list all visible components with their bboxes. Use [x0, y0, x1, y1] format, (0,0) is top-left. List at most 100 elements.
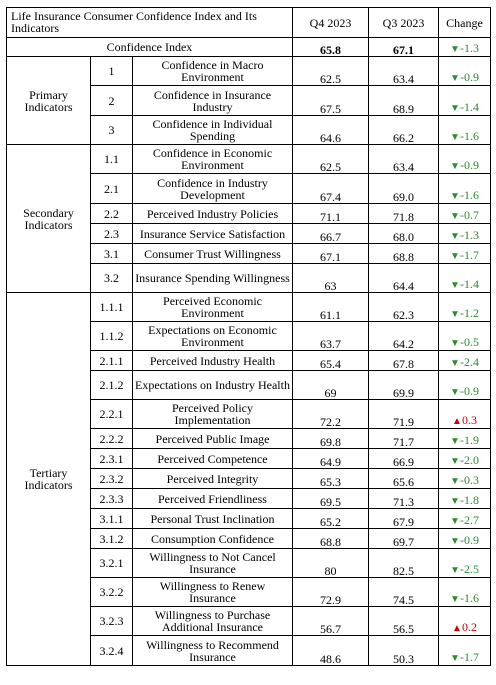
change-cell: ▼-1.7 — [438, 243, 491, 264]
indicator-code: 2.3 — [90, 223, 133, 244]
change-value: 0.3 — [461, 413, 477, 427]
down-arrow-icon: ▼ — [450, 476, 460, 487]
q4-value: 67.4 — [292, 173, 369, 204]
q4-value: 56.7 — [292, 606, 369, 636]
change-cell: ▼-0.9 — [438, 528, 491, 549]
down-arrow-icon: ▼ — [450, 594, 460, 605]
indicator-name: Confidence in Insurance Industry — [132, 85, 293, 116]
down-arrow-icon: ▼ — [450, 231, 460, 242]
indicator-code: 2.1.2 — [90, 370, 133, 400]
indicator-code: 3.2 — [90, 263, 133, 293]
change-cell: ▼-2.4 — [438, 350, 491, 371]
change-cell: ▼-1.8 — [438, 488, 491, 509]
down-arrow-icon: ▼ — [450, 653, 460, 664]
q3-value: 71.7 — [368, 428, 439, 449]
table-row: 2.2.1 Perceived Policy Implementation 72.2… — [7, 399, 491, 429]
indicator-code: 1 — [90, 56, 133, 86]
q4-value: 69.8 — [292, 428, 369, 449]
q4-value: 72.2 — [292, 399, 369, 429]
change-cell: ▼-0.9 — [438, 144, 491, 174]
change-value: -1.6 — [459, 188, 479, 202]
q4-value: 69.5 — [292, 488, 369, 509]
up-arrow-icon: ▲ — [452, 623, 462, 634]
change-cell: ▼-1.4 — [438, 85, 491, 116]
change-value: -1.3 — [459, 228, 479, 242]
table-row: 2.1 Confidence in Industry Development 67.… — [7, 173, 491, 204]
q3-value: 68.8 — [368, 243, 439, 264]
indicator-name: Insurance Spending Willingness — [132, 263, 293, 293]
table-row: Secondary Indicators 1.1 Confidence in Eco… — [6, 144, 491, 293]
indicator-name: Perceived Economic Environment — [132, 292, 293, 322]
q4-value: 62.5 — [292, 144, 369, 174]
q4-value: 65.4 — [292, 350, 369, 371]
q4-value: 64.9 — [292, 448, 369, 469]
indicator-name: Perceived Industry Policies — [132, 203, 293, 224]
change-cell: ▼-1.3 — [438, 223, 491, 244]
q3-value: 63.4 — [368, 144, 439, 174]
change-cell: ▼-1.6 — [438, 173, 491, 204]
q4-header: Q4 2023 — [292, 7, 369, 38]
down-arrow-icon: ▼ — [450, 456, 460, 467]
table-title: Life Insurance Consumer Confidence Index… — [6, 7, 293, 38]
indicator-name: Willingness to Renew Insurance — [132, 577, 293, 607]
down-arrow-icon: ▼ — [450, 103, 460, 114]
indicator-name: Perceived Policy Implementation — [132, 399, 293, 429]
confidence-index-q3: 67.1 — [368, 37, 439, 57]
indicator-name: Insurance Service Satisfaction — [132, 223, 293, 244]
q4-value: 67.5 — [292, 85, 369, 116]
indicator-name: Personal Trust Inclination — [132, 508, 293, 529]
q3-value: 71.3 — [368, 488, 439, 509]
indicator-name: Willingness to Not Cancel Insurance — [132, 548, 293, 578]
change-value: -2.4 — [459, 355, 479, 369]
down-arrow-icon: ▼ — [450, 132, 460, 143]
table-row: 1.1.2 Expectations on Economic Environmen… — [7, 321, 491, 351]
change-cell: ▼-0.9 — [438, 56, 491, 86]
q3-value: 69.0 — [368, 173, 439, 204]
change-value: -1.2 — [459, 306, 479, 320]
q4-value: 65.3 — [292, 468, 369, 489]
change-cell: ▼-1.7 — [438, 635, 491, 666]
indicator-name: Perceived Public Image — [132, 428, 293, 449]
indicator-code: 3.1.2 — [90, 528, 133, 549]
q4-value: 71.1 — [292, 203, 369, 224]
change-value: -1.7 — [459, 650, 479, 664]
down-arrow-icon: ▼ — [450, 280, 460, 291]
q3-value: 62.3 — [368, 292, 439, 322]
confidence-index-label: Confidence Index — [6, 37, 293, 57]
indicator-code: 3 — [90, 115, 133, 145]
q4-value: 66.7 — [292, 223, 369, 244]
q3-value: 66.9 — [368, 448, 439, 469]
table-row: Tertiary Indicators 1.1.1 Perceived Econom… — [6, 292, 491, 666]
confidence-index-change: ▼-1.3 — [438, 37, 491, 57]
change-value: -1.8 — [459, 493, 479, 507]
change-cell: ▲0.3 — [438, 399, 491, 429]
indicator-code: 2.1 — [90, 173, 133, 204]
indicator-name: Willingness to Recommend Insurance — [132, 635, 293, 666]
q4-value: 63.7 — [292, 321, 369, 351]
table-row: 3.2.4 Willingness to Recommend Insurance 4… — [7, 635, 491, 666]
q3-value: 71.9 — [368, 399, 439, 429]
table-row: 3.2.1 Willingness to Not Cancel Insurance… — [7, 548, 491, 578]
indicator-name: Confidence in Macro Environment — [132, 56, 293, 86]
indicator-code: 2.1.1 — [90, 350, 133, 371]
group-label: Secondary Indicators — [6, 144, 91, 293]
indicator-name: Expectations on Industry Health — [132, 370, 293, 400]
change-value: -1.3 — [459, 41, 479, 55]
indicator-name: Perceived Friendliness — [132, 488, 293, 509]
q3-value: 67.9 — [368, 508, 439, 529]
indicator-name: Confidence in Industry Development — [132, 173, 293, 204]
group-label: Primary Indicators — [6, 56, 91, 145]
down-arrow-icon: ▼ — [450, 387, 460, 398]
change-cell: ▼-2.5 — [438, 548, 491, 578]
table-row: 2.1.2 Expectations on Industry Health 69 69… — [7, 370, 491, 400]
change-value: -1.6 — [459, 129, 479, 143]
change-cell: ▼-0.5 — [438, 321, 491, 351]
q3-value: 82.5 — [368, 548, 439, 578]
down-arrow-icon: ▼ — [450, 73, 460, 84]
q3-value: 69.7 — [368, 528, 439, 549]
table-row: 3.2 Insurance Spending Willingness 63 64.4 ▼… — [7, 263, 491, 293]
indicator-name: Perceived Industry Health — [132, 350, 293, 371]
change-cell: ▼-1.2 — [438, 292, 491, 322]
change-cell: ▼-1.9 — [438, 428, 491, 449]
down-arrow-icon: ▼ — [450, 358, 460, 369]
